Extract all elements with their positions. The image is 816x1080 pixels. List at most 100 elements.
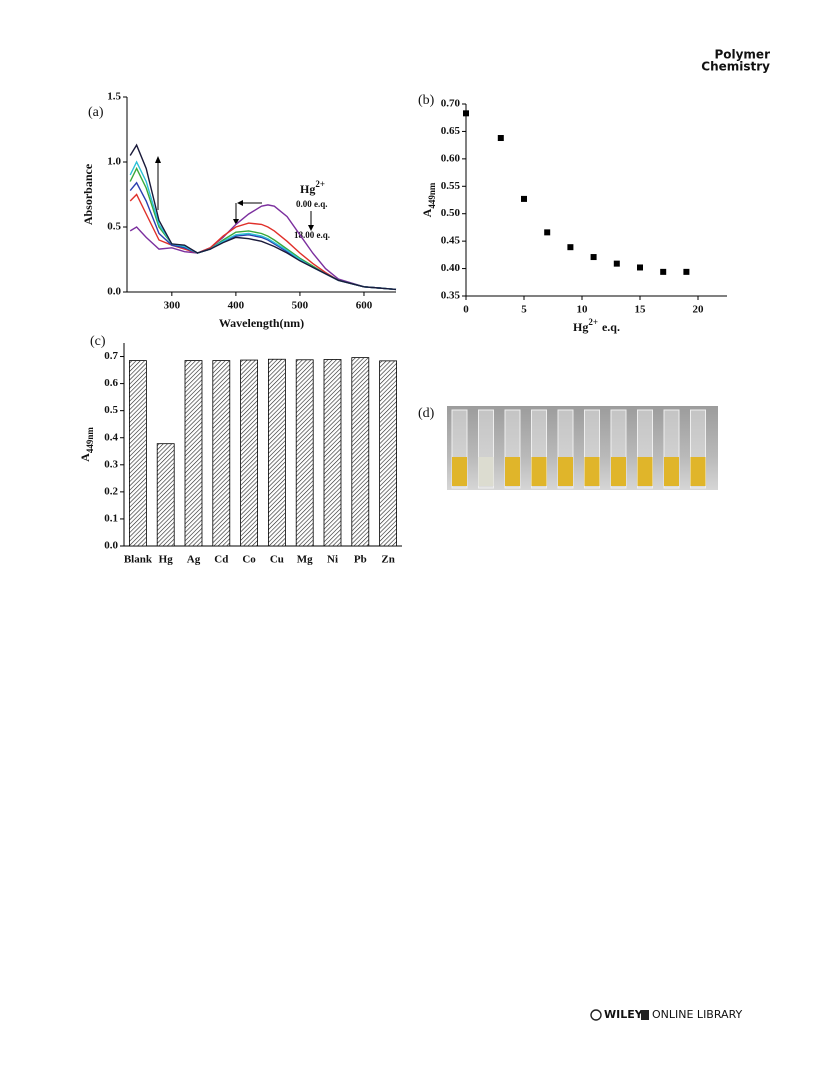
y-tick-label: 1.5 <box>107 91 121 103</box>
x-tick-label: Co <box>242 554 256 566</box>
y-tick-label: 0.5 <box>104 404 118 416</box>
vial-liquid <box>478 457 494 486</box>
x-tick-label: 300 <box>164 300 181 312</box>
y-tick-label: 0.5 <box>107 221 121 233</box>
data-point <box>637 264 643 271</box>
y-tick-label: 0.1 <box>104 512 118 524</box>
spectrum-line <box>129 143 397 291</box>
label-part: e.q. <box>602 320 620 334</box>
panel-label: (b) <box>418 93 435 108</box>
x-tick-label: 600 <box>356 300 373 312</box>
y-tick-label: 0.0 <box>107 286 121 298</box>
y-tick-label: 0.7 <box>104 350 118 362</box>
y-tick-label: 0.60 <box>441 152 461 164</box>
data-point <box>497 135 504 142</box>
logo <box>641 1010 649 1020</box>
x-tick-label: Blank <box>124 554 153 566</box>
bar <box>240 359 259 547</box>
ion: Hg <box>300 182 315 196</box>
footer-brand: WILEY <box>604 1008 644 1021</box>
bar <box>212 360 231 547</box>
arrow-head <box>308 225 314 231</box>
vials <box>451 409 706 489</box>
x-tick-label: 20 <box>693 304 705 316</box>
axis-label: Wavelength(nm) <box>219 316 304 330</box>
x-tick-label: Cd <box>214 554 228 566</box>
spectrum-line <box>129 166 397 291</box>
data-point <box>613 260 620 267</box>
journal-name: Polymer <box>714 48 770 62</box>
ion-charge: 2+ <box>315 179 325 189</box>
annotation: 0.00 e.q. <box>296 199 328 209</box>
axis-label: A449nm <box>420 182 437 217</box>
y-tick-label: 1.0 <box>107 156 121 168</box>
label-part: 2+ <box>588 317 598 327</box>
label-part: 449nm <box>85 427 95 454</box>
x-tick-label: Hg <box>159 554 174 566</box>
x-tick-label: Pb <box>354 554 367 566</box>
data-point <box>567 244 574 251</box>
x-tick-label: 400 <box>228 300 245 312</box>
data-point <box>521 195 527 202</box>
x-tick-label: 0 <box>463 304 469 316</box>
panel-label: (a) <box>88 105 104 120</box>
annotation: Hg2+ <box>300 179 325 196</box>
y-tick-label: 0.4 <box>104 431 118 443</box>
y-tick-label: 0.45 <box>441 235 461 247</box>
label-part: A <box>78 453 92 462</box>
x-tick-label: 10 <box>577 304 589 316</box>
y-tick-label: 0.3 <box>104 458 118 470</box>
x-tick-label: Zn <box>381 554 394 566</box>
spectrum-line <box>129 193 397 291</box>
arrow-head <box>233 219 239 225</box>
panel-label: (c) <box>90 334 106 349</box>
x-tick-label: 5 <box>521 304 527 316</box>
journal-name: Chemistry <box>701 60 770 74</box>
vial-liquid <box>531 457 547 486</box>
x-tick-label: Mg <box>297 554 313 566</box>
bar <box>184 360 203 547</box>
label-part: 449nm <box>427 182 437 209</box>
vial-liquid <box>637 457 653 486</box>
data-point <box>683 268 690 275</box>
bar <box>351 357 370 547</box>
vial-liquid <box>558 457 573 486</box>
x-tick-label: Cu <box>270 554 284 566</box>
axis-label: Absorbance <box>81 163 95 225</box>
data-point <box>463 110 469 117</box>
bar <box>128 360 147 547</box>
spectrum-line <box>129 204 397 291</box>
x-tick-label: 15 <box>635 304 647 316</box>
y-tick-label: 0.50 <box>441 207 461 219</box>
label-part: Hg <box>573 320 588 334</box>
logo <box>590 1009 602 1021</box>
axis-label: A449nm <box>78 427 95 462</box>
x-tick-label: Ag <box>187 554 201 566</box>
data-point <box>590 254 597 261</box>
arrow-head <box>237 200 243 206</box>
vial-liquid <box>452 457 467 486</box>
y-tick-label: 0.2 <box>104 485 118 497</box>
bar <box>156 443 175 547</box>
bar <box>267 358 286 547</box>
data-point <box>660 268 667 275</box>
vial-liquid <box>584 457 600 486</box>
y-tick-label: 0.0 <box>104 540 118 552</box>
label-part: A <box>420 208 434 217</box>
y-tick-label: 0.35 <box>441 290 461 302</box>
y-tick-label: 0.70 <box>441 98 461 110</box>
x-tick-label: 500 <box>292 300 309 312</box>
bar <box>323 359 342 547</box>
y-tick-label: 0.55 <box>441 180 461 192</box>
y-tick-label: 0.6 <box>104 377 118 389</box>
bar <box>379 360 398 547</box>
axis-label: Hg2+ e.q. <box>573 317 620 334</box>
bar <box>295 359 314 547</box>
vial-liquid <box>505 457 520 486</box>
footer-library: ONLINE LIBRARY <box>652 1008 743 1021</box>
vial-photo <box>447 406 718 490</box>
annotation: 18.00 e.q. <box>294 230 330 240</box>
vial-liquid <box>664 457 679 486</box>
